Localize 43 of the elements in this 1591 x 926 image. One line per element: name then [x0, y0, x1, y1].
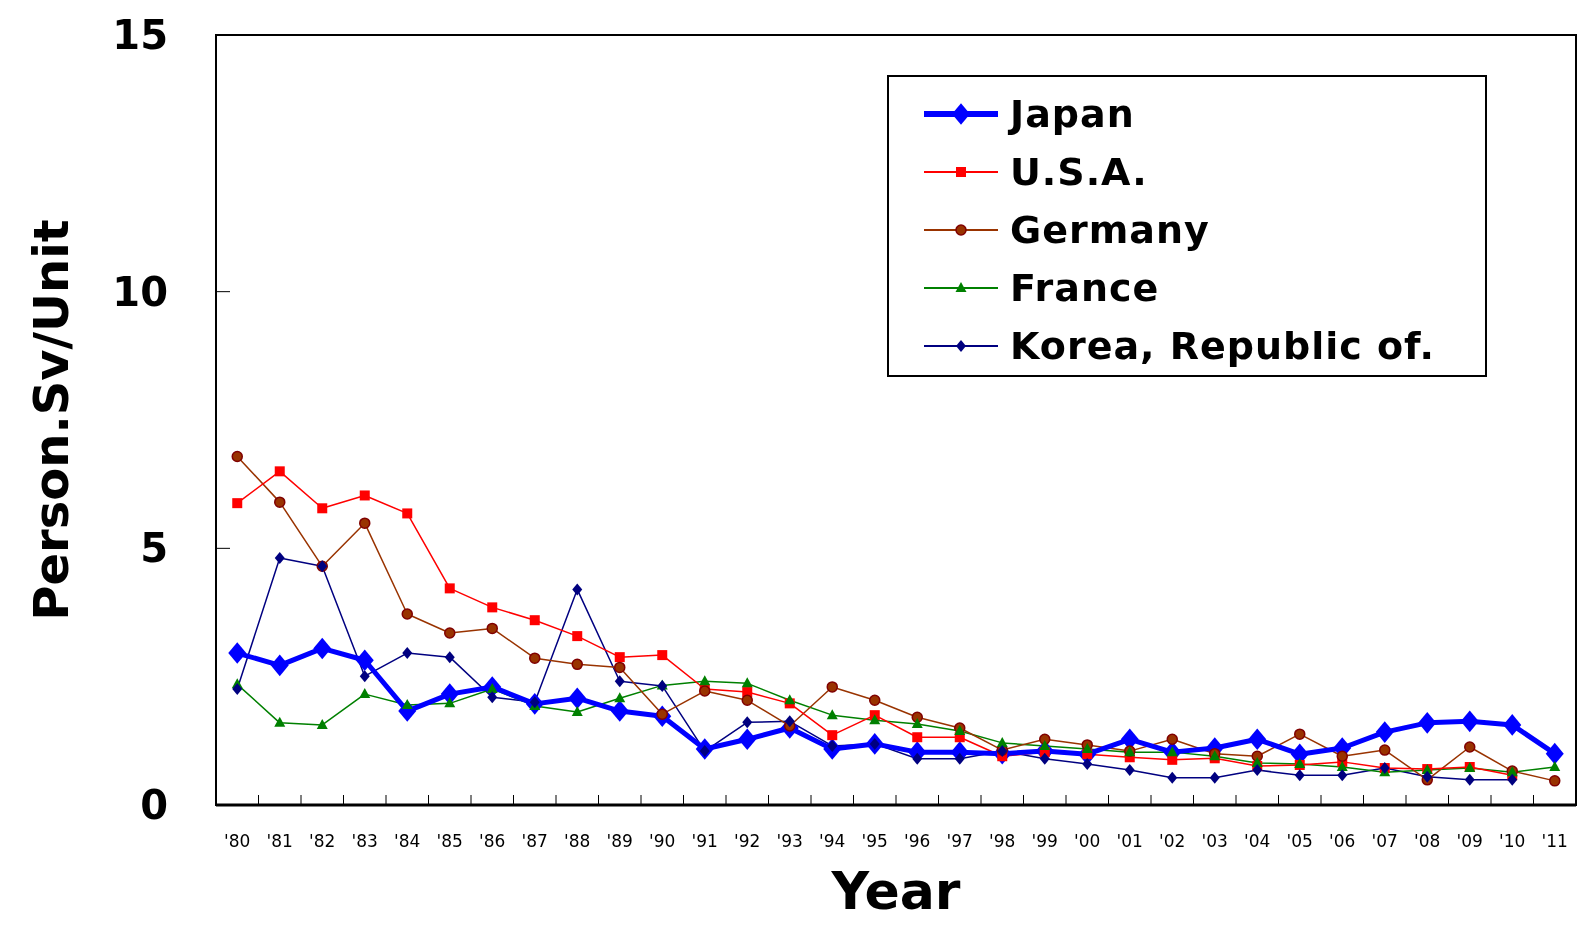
x-tick-label: '91 [691, 831, 718, 851]
x-tick-label: '04 [1244, 831, 1271, 851]
x-tick-label: '11 [1541, 831, 1568, 851]
y-axis-title: Person.Sv/Unit [23, 219, 79, 621]
x-tick-label: '85 [436, 831, 463, 851]
x-tick-label: '93 [776, 831, 803, 851]
x-tick-label: '84 [394, 831, 421, 851]
x-tick-label: '01 [1116, 831, 1143, 851]
x-tick-label: '82 [309, 831, 336, 851]
x-tick-label: '86 [479, 831, 506, 851]
x-tick-label: '89 [606, 831, 633, 851]
legend-label: U.S.A. [1010, 150, 1148, 195]
x-tick-label: '81 [266, 831, 293, 851]
x-tick-label: '94 [819, 831, 846, 851]
legend-label: France [1010, 266, 1160, 311]
x-tick-label: '10 [1499, 831, 1526, 851]
x-tick-label: '83 [351, 831, 378, 851]
x-tick-label: '80 [224, 831, 251, 851]
y-tick-label: 10 [112, 268, 168, 315]
x-tick-label: '05 [1286, 831, 1313, 851]
legend-label: Germany [1010, 208, 1210, 253]
x-tick-label: '90 [649, 831, 676, 851]
x-tick-label: '97 [946, 831, 973, 851]
x-tick-label: '87 [521, 831, 548, 851]
x-tick-label: '88 [564, 831, 591, 851]
legend-label: Japan [1007, 92, 1135, 137]
y-tick-label: 15 [112, 12, 168, 58]
x-tick-label: '03 [1201, 831, 1228, 851]
x-tick-label: '98 [989, 831, 1016, 851]
y-tick-label: 5 [140, 525, 168, 572]
x-tick-label: '92 [734, 831, 761, 851]
legend-label: Korea, Republic of. [1010, 324, 1435, 369]
x-tick-label: '08 [1414, 831, 1441, 851]
x-tick-label: '06 [1329, 831, 1356, 851]
y-tick-label: 0 [140, 782, 168, 828]
x-tick-label: '09 [1456, 831, 1483, 851]
x-tick-label: '00 [1074, 831, 1101, 851]
x-tick-label: '96 [904, 831, 931, 851]
x-tick-label: '02 [1159, 831, 1186, 851]
x-tick-label: '95 [861, 831, 888, 851]
x-tick-label: '99 [1031, 831, 1058, 851]
x-tick-label: '07 [1371, 831, 1398, 851]
x-axis-title: Year [830, 861, 961, 921]
